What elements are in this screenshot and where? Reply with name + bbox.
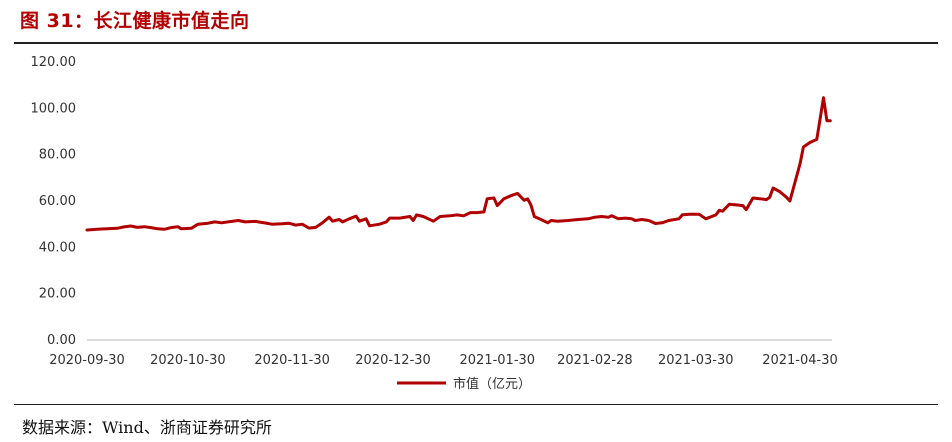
y-axis: 0.00 20.00 40.00 60.00 80.00 100.00 120.00: [31, 55, 77, 348]
x-tick-label: 2021-01-30: [460, 353, 536, 368]
y-tick-label: 80.00: [39, 148, 76, 163]
x-axis: 2020-09-30 2020-10-30 2020-11-30 2020-12-30…: [49, 353, 838, 368]
x-tick-label: 2021-03-30: [658, 353, 734, 368]
legend: 市值（亿元）: [397, 376, 531, 392]
y-tick-label: 40.00: [39, 240, 76, 255]
x-tick-label: 2021-04-30: [762, 353, 838, 368]
x-tick-label: 2021-02-28: [557, 353, 633, 368]
title-divider: [14, 42, 938, 44]
x-tick-label: 2020-10-30: [150, 353, 226, 368]
source-note: 数据来源：Wind、浙商证券研究所: [22, 418, 272, 437]
figure-title: 图 31：长江健康市值走向: [20, 10, 250, 32]
footer-divider: [14, 404, 938, 405]
y-tick-label: 60.00: [39, 194, 76, 209]
y-tick-label: 20.00: [39, 287, 76, 302]
y-tick-label: 0.00: [47, 333, 76, 348]
x-tick-label: 2020-09-30: [49, 353, 125, 368]
y-tick-label: 120.00: [31, 55, 77, 70]
series-line: [85, 96, 832, 232]
y-tick-label: 100.00: [31, 101, 77, 116]
series-layer: [85, 96, 832, 232]
x-tick-label: 2020-11-30: [254, 353, 330, 368]
x-tick-label: 2020-12-30: [355, 353, 431, 368]
legend-label: 市值（亿元）: [453, 376, 531, 392]
